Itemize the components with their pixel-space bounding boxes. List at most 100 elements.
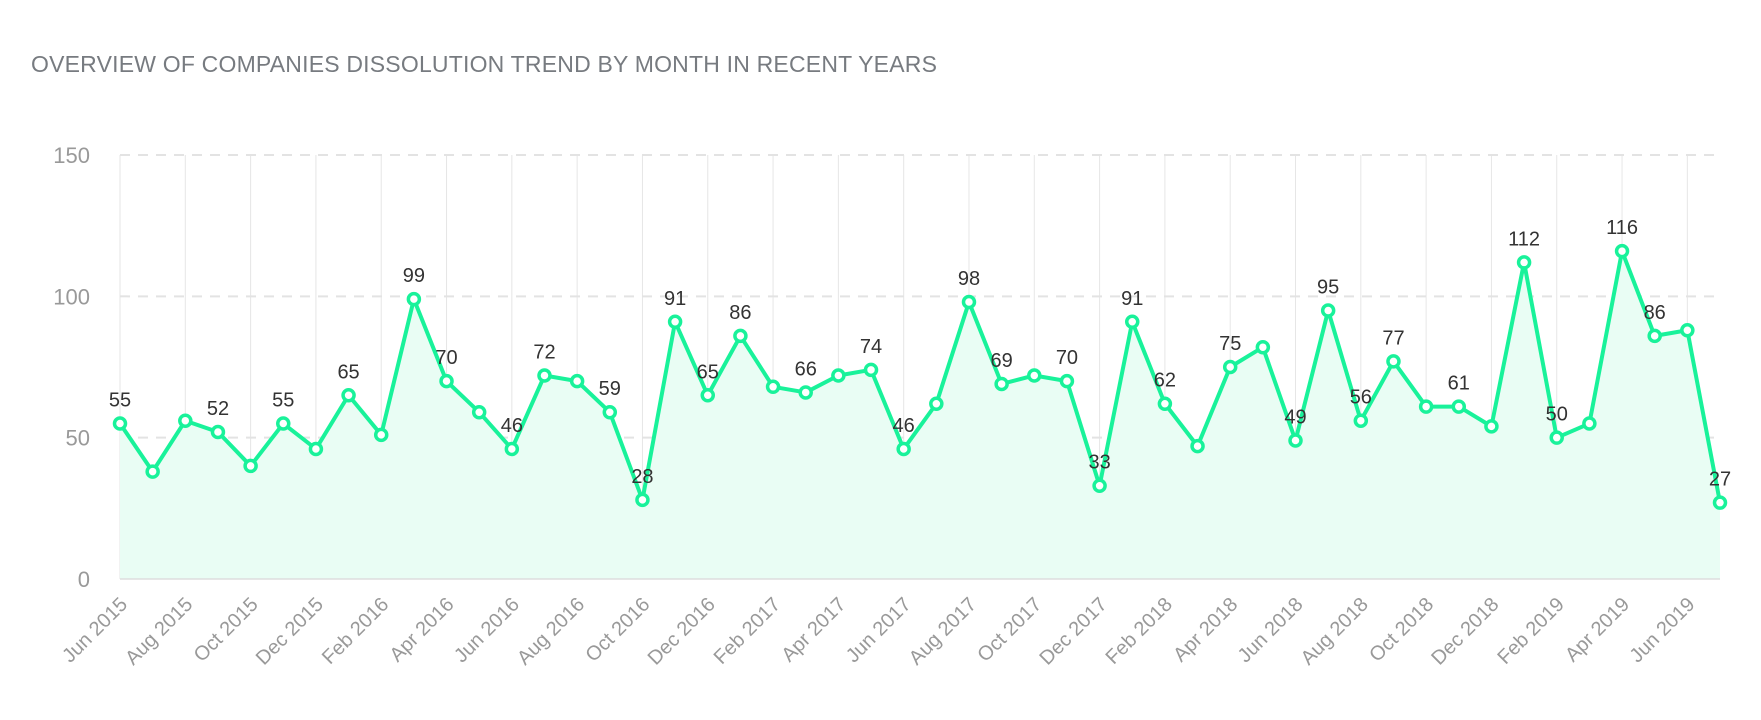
x-tick-label: Feb 2017	[710, 593, 785, 668]
data-point	[1712, 495, 1728, 510]
x-tick-label: Apr 2016	[386, 593, 459, 666]
data-point	[471, 404, 487, 420]
chart-title: OVERVIEW OF COMPANIES DISSOLUTION TREND …	[31, 51, 938, 77]
data-label: 61	[1448, 373, 1470, 395]
data-point	[537, 368, 552, 383]
data-point	[439, 373, 454, 389]
x-tick-label: Aug 2015	[121, 593, 197, 669]
x-tick-label: Feb 2018	[1102, 593, 1177, 668]
data-label: 95	[1317, 276, 1339, 298]
x-tick-label: Oct 2015	[190, 593, 263, 666]
data-point	[635, 492, 650, 508]
data-label: 46	[893, 415, 915, 437]
data-label: 55	[109, 390, 131, 412]
x-tick-label: Dec 2017	[1036, 593, 1112, 669]
data-point	[145, 464, 160, 479]
data-label: 70	[1056, 347, 1078, 369]
data-label: 27	[1709, 469, 1731, 491]
data-label: 116	[1606, 217, 1638, 239]
data-point	[243, 458, 258, 474]
data-point	[210, 424, 226, 440]
y-tick-label: 50	[66, 426, 90, 451]
x-tick-label: Dec 2015	[252, 593, 328, 669]
data-point	[1190, 438, 1205, 454]
data-point	[406, 291, 422, 307]
data-point	[929, 396, 944, 411]
data-point	[1222, 359, 1238, 375]
data-label: 86	[1644, 302, 1666, 324]
data-point	[1092, 478, 1107, 493]
data-point	[667, 314, 683, 330]
x-tick-label: Jun 2017	[842, 593, 916, 667]
y-tick-label: 100	[53, 284, 90, 309]
data-label: 66	[795, 358, 817, 380]
x-tick-label: Feb 2019	[1493, 593, 1568, 668]
data-point	[308, 441, 324, 457]
data-point	[1386, 354, 1401, 369]
data-point	[994, 376, 1009, 392]
x-tick-label: Aug 2017	[905, 593, 981, 669]
data-label: 55	[272, 390, 294, 412]
data-label: 72	[533, 341, 555, 363]
data-point	[1582, 416, 1597, 431]
x-tick-label: Oct 2017	[973, 593, 1046, 666]
x-tick-label: Jun 2019	[1626, 593, 1700, 667]
data-point	[1124, 314, 1140, 330]
data-label: 70	[435, 347, 457, 369]
data-label: 65	[697, 361, 719, 383]
data-label: 65	[337, 361, 359, 383]
data-point	[733, 328, 748, 344]
data-point	[1418, 399, 1434, 414]
data-label: 49	[1284, 406, 1306, 428]
data-label: 59	[599, 378, 621, 400]
data-point	[896, 441, 911, 457]
area-layer	[120, 251, 1720, 579]
x-tick-label: Apr 2019	[1561, 593, 1634, 666]
x-tick-label: Dec 2018	[1427, 593, 1503, 669]
x-tick-label: Apr 2018	[1169, 593, 1242, 666]
x-tick-label: Jun 2015	[58, 593, 132, 667]
data-label: 33	[1088, 452, 1110, 474]
data-point	[1288, 433, 1303, 448]
data-label: 56	[1350, 387, 1372, 409]
y-tick-label: 0	[78, 567, 90, 592]
data-point	[1320, 303, 1336, 318]
data-point	[1255, 339, 1271, 355]
y-tick-label: 150	[53, 143, 90, 168]
x-tick-label: Dec 2016	[644, 593, 720, 669]
data-point	[1680, 323, 1695, 338]
data-label: 75	[1219, 333, 1241, 355]
data-point	[863, 362, 879, 378]
data-label: 91	[664, 288, 686, 310]
data-label: 69	[991, 350, 1013, 372]
data-point	[1647, 328, 1662, 344]
data-label: 50	[1546, 404, 1568, 426]
data-point	[1484, 419, 1499, 434]
data-point	[831, 368, 846, 383]
data-point	[1059, 373, 1075, 389]
data-point	[373, 427, 389, 443]
data-label: 86	[729, 302, 751, 324]
data-label: 52	[207, 398, 229, 420]
x-tick-label: Aug 2016	[513, 593, 589, 669]
data-point	[765, 379, 781, 395]
area-fill	[120, 251, 1720, 579]
data-label: 74	[860, 336, 882, 358]
x-tick-label: Aug 2018	[1297, 593, 1373, 669]
data-label: 112	[1508, 228, 1540, 250]
data-point	[1027, 368, 1042, 383]
data-label-layer: 55 52 55 65 99 70 46 72 59 28 91 65 86 66 74 46 98 69 70 33…	[109, 217, 1731, 491]
data-point	[569, 373, 585, 389]
data-label: 28	[631, 466, 653, 488]
x-tick-label: Jun 2016	[450, 593, 524, 667]
data-label: 98	[958, 268, 980, 290]
data-label: 46	[501, 415, 523, 437]
data-point	[700, 388, 716, 403]
x-tick-label: Oct 2018	[1365, 593, 1438, 666]
data-point	[1516, 255, 1532, 270]
data-point	[961, 294, 977, 310]
data-label: 77	[1382, 327, 1404, 349]
point-layer	[112, 243, 1728, 510]
x-tick-label: Oct 2016	[582, 593, 655, 666]
data-point	[504, 441, 520, 457]
